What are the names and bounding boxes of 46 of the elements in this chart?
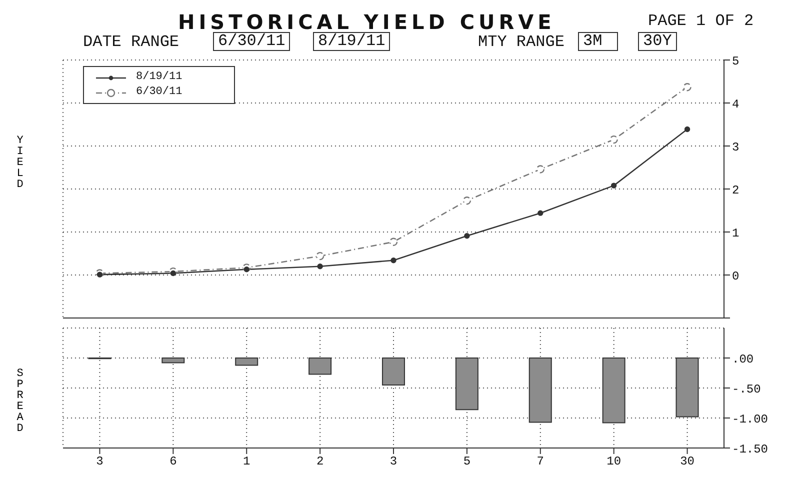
x-tick-label: 3 — [96, 454, 104, 469]
chart-title: HISTORICAL YIELD CURVE — [178, 10, 556, 34]
y-tick-label: -1.50 — [732, 442, 768, 456]
point — [316, 252, 324, 260]
point — [538, 210, 544, 216]
x-tick-label: 5 — [463, 454, 471, 469]
point — [462, 196, 472, 205]
point — [317, 264, 323, 270]
point — [390, 258, 396, 264]
legend-label: 6/30/11 — [136, 85, 182, 100]
text: 8/19/11 — [313, 32, 390, 51]
point — [684, 126, 690, 132]
text: 6/30/11 — [213, 32, 290, 51]
x-tick-label: 30 — [680, 454, 694, 469]
text: 30Y — [638, 32, 677, 51]
text: PAGE 1 OF 2 — [648, 12, 754, 30]
y-tick-label: -.50 — [732, 382, 761, 396]
x-tick-label: 6 — [170, 454, 177, 469]
y-axis-title: YIELD — [16, 135, 24, 192]
x-tick-label: 7 — [536, 454, 544, 469]
x-tick-label: 1 — [243, 454, 250, 469]
point — [610, 135, 618, 144]
y-tick-label: .00 — [732, 352, 754, 366]
point — [170, 270, 176, 276]
x-tick-label: 10 — [606, 454, 622, 469]
y-tick-label: 3 — [732, 140, 740, 154]
y-tick-label: 2 — [732, 183, 740, 198]
text: 3M — [578, 32, 618, 51]
y-tick-label: 5 — [732, 54, 740, 68]
point — [610, 182, 617, 188]
y-tick-label: 0 — [732, 269, 740, 284]
point — [536, 165, 544, 174]
text: DATE RANGE — [83, 33, 180, 51]
point — [683, 82, 692, 92]
y-axis-title: SPREAD — [16, 368, 24, 435]
point — [389, 238, 398, 246]
point — [464, 233, 470, 239]
legend-label: 8/19/11 — [136, 70, 182, 85]
point — [244, 266, 250, 272]
y-tick-label: 1 — [732, 226, 740, 240]
x-tick-label: 3 — [390, 454, 398, 469]
x-tick-label: 2 — [316, 454, 324, 469]
y-tick-label: -1.00 — [732, 412, 768, 426]
y-tick-label: 4 — [732, 97, 740, 112]
point — [96, 272, 103, 278]
text: MTY RANGE — [478, 33, 564, 51]
